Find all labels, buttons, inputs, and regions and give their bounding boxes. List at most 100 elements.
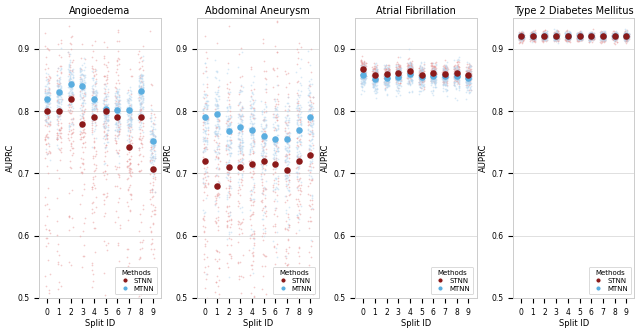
Point [79,109,90,115]
Point [564,31,575,36]
Point [624,35,634,41]
Point [529,34,540,39]
Point [541,36,552,41]
Point [54,81,65,86]
Point [236,113,246,119]
Point [201,272,211,277]
Point [258,41,268,46]
Point [258,231,268,236]
Point [225,164,235,169]
Point [549,30,559,35]
Point [415,77,425,82]
Point [429,67,439,73]
Point [149,143,159,148]
Point [429,66,439,71]
Point [88,272,98,277]
Point [599,31,609,36]
Point [80,80,90,86]
Point [295,106,305,112]
Point [305,161,315,166]
Point [576,32,586,38]
Point [541,31,551,36]
Point [40,123,50,128]
Point [294,177,304,182]
Point [527,38,538,44]
Point [549,36,559,41]
Point [99,124,109,130]
Point [100,112,111,117]
Point [514,34,524,39]
Point [123,163,133,168]
Point [561,37,572,42]
Point [551,30,561,35]
Point [246,104,256,109]
Point [620,33,630,38]
Point [124,105,134,110]
Point [406,72,416,77]
Point [426,63,436,69]
Point [454,79,464,84]
Point [273,122,283,128]
Point [599,34,609,39]
Point [383,66,394,71]
Point [403,69,413,74]
Point [214,291,224,297]
Point [67,89,77,94]
Point [392,70,403,75]
Point [563,35,573,40]
Point [223,113,233,119]
Point [53,109,63,114]
Point [308,133,318,138]
Point [86,92,97,98]
Point [537,38,547,44]
Point [225,150,235,156]
Point [273,148,283,153]
Point [79,88,90,93]
Point [294,155,305,160]
Point [392,71,403,76]
Point [513,40,524,46]
Point [453,76,463,82]
Point [237,106,248,111]
Point [577,37,587,42]
Point [43,85,53,90]
Point [461,69,472,74]
Point [213,227,223,232]
Point [596,31,606,37]
Point [358,66,368,71]
Point [248,246,259,251]
Point [553,35,563,40]
Point [356,71,366,76]
Point [416,74,426,79]
Point [596,31,607,36]
Point [415,67,425,72]
Point [64,126,74,132]
Point [90,136,100,141]
Point [90,94,100,99]
Point [281,146,291,151]
Point [416,72,426,78]
Point [63,124,74,129]
Point [403,64,413,69]
Point [282,162,292,168]
Point [391,66,401,71]
Point [585,36,595,42]
Point [282,172,292,177]
Point [418,74,428,80]
Point [620,35,630,41]
Point [429,78,439,84]
Point [356,80,366,86]
Point [395,76,405,81]
Point [595,33,605,39]
Point [598,28,609,33]
Point [65,41,75,46]
Point [145,166,156,172]
Point [541,31,551,37]
Point [40,88,51,93]
Point [600,33,611,38]
Point [280,176,291,181]
Point [100,144,111,149]
Point [224,159,234,165]
Point [610,36,620,41]
Point [358,68,369,74]
